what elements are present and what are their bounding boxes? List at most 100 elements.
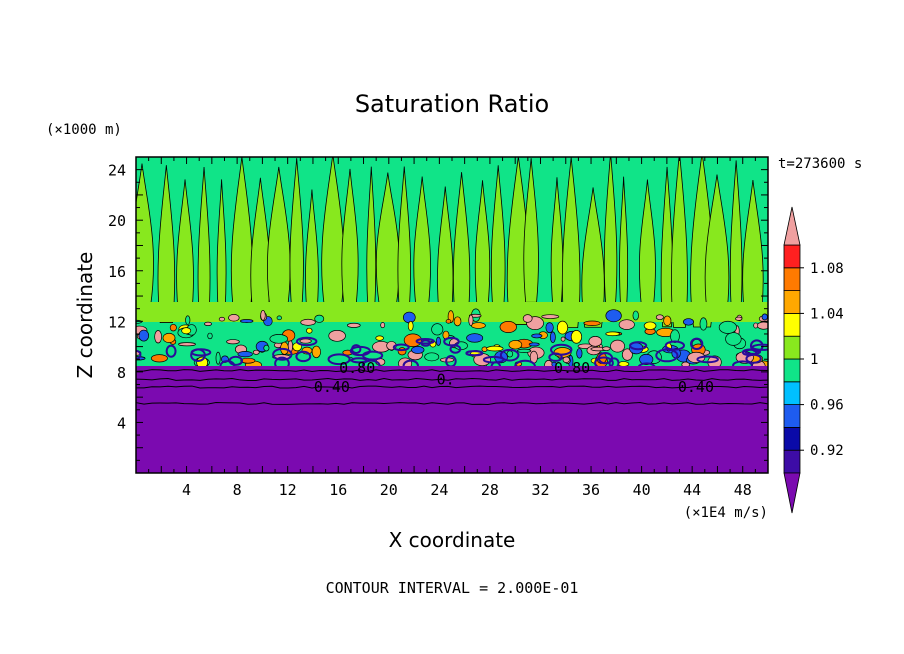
cloud-cell (605, 309, 622, 323)
contour-loop (349, 345, 371, 357)
x-tick-label: 20 (380, 481, 398, 499)
contour-label: 0.80 (339, 359, 375, 377)
cloud-cell (545, 322, 554, 334)
green-finger (581, 187, 605, 328)
cloud-cell (306, 327, 313, 334)
x-tick-label: 32 (531, 481, 549, 499)
cloud-cell (621, 348, 633, 361)
cloud-cell (237, 351, 253, 358)
cloud-cell (570, 330, 583, 344)
contour-line (136, 401, 768, 405)
cloud-cell (753, 322, 759, 329)
green-finger (639, 179, 656, 308)
cloud-cell (263, 344, 270, 352)
contour-loop (295, 336, 318, 347)
colorbar-segment (783, 335, 801, 360)
x-tick-label: 24 (430, 481, 448, 499)
contour-loop (629, 341, 648, 351)
cloud-cell (240, 357, 256, 364)
contour-labels: 0.40 0.400.80 0.800. (314, 359, 714, 396)
colorbar-tick-label: 0.96 (810, 398, 844, 414)
cloud-cell (617, 361, 630, 367)
colorbar-tick-label: 0.92 (810, 443, 844, 459)
green-finger (305, 189, 319, 318)
green-finger (452, 172, 471, 322)
colorbar-over-arrow (783, 206, 801, 246)
contour-label: 0.40 (314, 378, 350, 396)
cloud-cell (632, 310, 639, 321)
contour-loop (655, 348, 679, 363)
cloud-cell (663, 315, 672, 326)
cloud-cell (269, 333, 289, 344)
colorbar-tick-label: 1.04 (810, 306, 844, 322)
cloud-cell (605, 331, 620, 337)
y-tick-label: 4 (117, 414, 126, 432)
y-unit-label: (×1000 m) (46, 122, 122, 138)
x-tick-label: 4 (182, 481, 191, 499)
cloud-cell (761, 313, 768, 321)
cloud-cell (576, 348, 583, 359)
cloud-cell (499, 321, 517, 333)
cloud-cell (683, 318, 695, 326)
y-tick-label: 12 (108, 313, 126, 331)
contour-loop (295, 350, 312, 363)
cloud-cell (445, 319, 452, 324)
cloud-cell (218, 316, 226, 322)
contour-interval-note: CONTOUR INTERVAL = 2.000E-01 (326, 579, 579, 597)
contour-line (136, 385, 768, 389)
contour-loop (190, 348, 212, 357)
cloud-cell (486, 345, 504, 352)
green-finger (197, 166, 211, 322)
x-tick-label: 8 (233, 481, 242, 499)
x-tick-label: 40 (633, 481, 651, 499)
y-tick-label: 20 (108, 212, 126, 230)
green-finger (341, 168, 359, 307)
y-tick-label: 8 (117, 364, 126, 382)
cloud-cell (252, 349, 260, 355)
cloud-cell (314, 314, 325, 323)
cloud-cell (583, 320, 601, 326)
cloud-cell (136, 319, 142, 324)
cloud-cell (655, 314, 664, 321)
contour-loop (327, 353, 351, 366)
cloud-cell (560, 336, 566, 342)
green-finger (742, 179, 764, 322)
green-finger (176, 179, 194, 320)
cloud-cell (453, 316, 462, 327)
cloud-cell (517, 348, 532, 353)
green-finger (366, 166, 377, 311)
chart-title: Saturation Ratio (355, 90, 549, 118)
contour-loop (350, 357, 368, 364)
cloud-cell (506, 350, 514, 358)
contour-label: 0.80 (554, 359, 590, 377)
cloud-cell (531, 333, 543, 339)
cloud-cell (138, 329, 150, 342)
cloud-cell (185, 315, 191, 325)
green-finger (413, 176, 431, 308)
cloud-cell (541, 314, 560, 319)
cloud-cell (725, 332, 742, 346)
cloud-cell (397, 347, 407, 356)
cloud-cell (470, 322, 486, 329)
colorbar: 0.92 0.96 1 1.04 1.08 (783, 206, 844, 514)
cloud-cell (718, 320, 737, 334)
colorbar-segment (783, 404, 801, 428)
colorbar-segment (783, 358, 801, 383)
x-tick-label: 16 (329, 481, 347, 499)
colorbar-tick-label: 1 (810, 352, 818, 368)
green-finger (289, 158, 304, 310)
upper-green-fingers (136, 157, 768, 329)
cloud-cell (346, 322, 361, 328)
green-finger (704, 174, 730, 321)
cloud-cell (466, 333, 484, 343)
cloud-cell (239, 319, 254, 323)
green-finger (619, 176, 629, 308)
y-axis-title: Z coordinate (73, 252, 97, 379)
green-finger (523, 158, 539, 303)
cloud-cell (403, 333, 422, 347)
cloud-cell (528, 342, 540, 347)
contour-loop (443, 336, 460, 347)
green-finger (490, 165, 506, 313)
cloud-cell (610, 339, 625, 353)
x-unit-label: (×1E4 m/s) (684, 505, 768, 521)
